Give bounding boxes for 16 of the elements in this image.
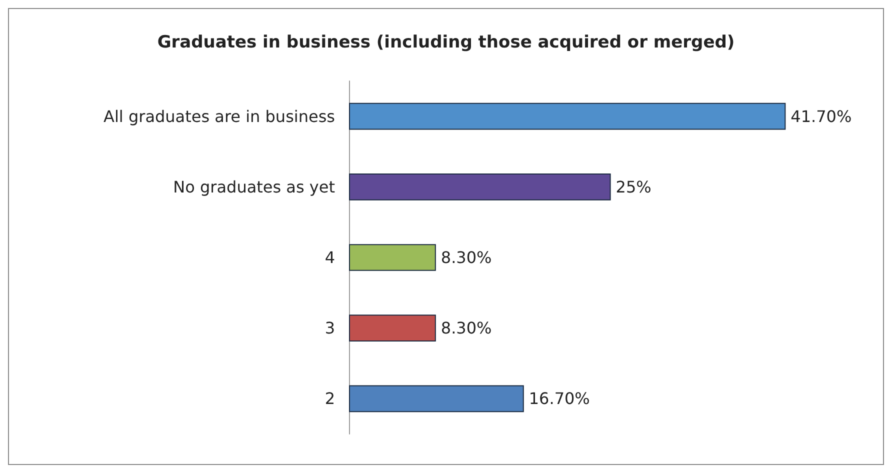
data-label: 8.30%	[440, 318, 492, 338]
bar	[349, 244, 436, 271]
y-tick-label: All graduates are in business	[104, 106, 335, 126]
y-tick-label: 2	[324, 389, 335, 408]
data-label: 16.70%	[528, 389, 590, 408]
y-tick-label: No graduates as yet	[173, 177, 335, 196]
bar	[349, 173, 611, 200]
data-label: 41.70%	[790, 106, 852, 126]
bar	[349, 385, 524, 412]
bar	[349, 314, 436, 342]
y-tick-label: 3	[324, 318, 335, 338]
data-label: 8.30%	[440, 248, 492, 267]
y-tick-label: 4	[324, 248, 335, 267]
chart-title: Graduates in business (including those acquired or merged)	[157, 32, 735, 52]
data-label: 25%	[616, 177, 652, 196]
bar	[349, 102, 786, 130]
